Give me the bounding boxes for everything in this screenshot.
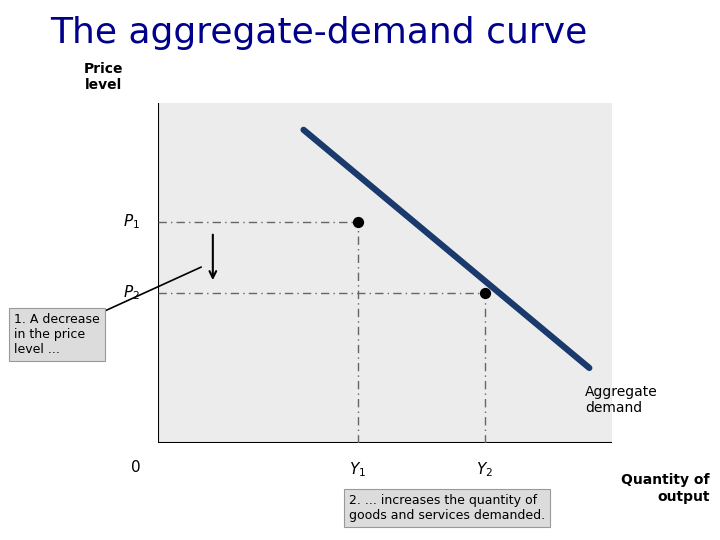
Text: The aggregate-demand curve: The aggregate-demand curve [50,16,588,50]
Text: 2. ... increases the quantity of
goods and services demanded.: 2. ... increases the quantity of goods a… [349,494,545,522]
Text: Aggregate
demand: Aggregate demand [585,385,657,415]
Point [352,217,364,226]
Text: Price
level: Price level [84,62,124,92]
Text: $P_1$: $P_1$ [123,212,140,231]
Text: $Y_1$: $Y_1$ [349,460,366,478]
Text: Quantity of
output: Quantity of output [621,474,710,504]
Text: 0: 0 [130,460,140,475]
Text: $Y_2$: $Y_2$ [477,460,493,478]
Text: 1. A decrease
in the price
level ...: 1. A decrease in the price level ... [14,313,100,356]
Text: $P_2$: $P_2$ [123,284,140,302]
Point [480,289,491,298]
